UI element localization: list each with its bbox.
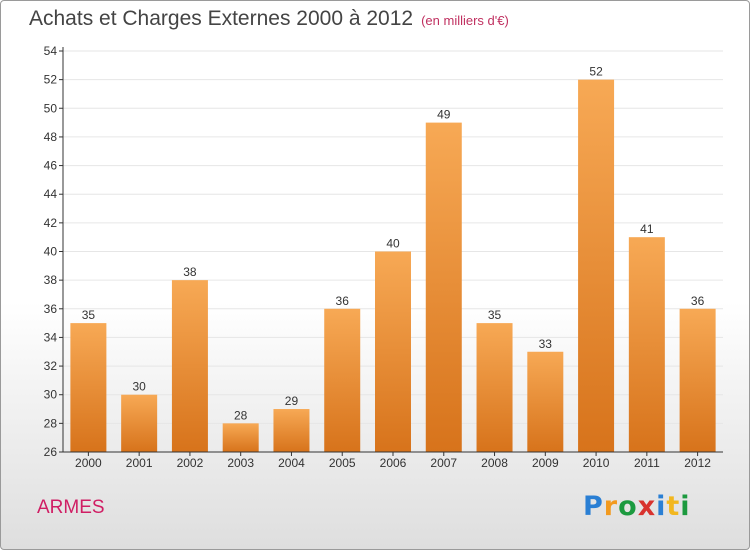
bar-2000 <box>70 323 107 452</box>
value-label: 30 <box>132 380 146 394</box>
x-tick-label: 2011 <box>634 456 660 470</box>
y-tick-label: 30 <box>44 388 58 402</box>
x-tick-label: 2001 <box>126 456 153 470</box>
logo-letter: P <box>583 491 604 522</box>
y-tick-label: 44 <box>44 187 58 201</box>
x-tick-label: 2003 <box>227 456 254 470</box>
y-tick-label: 38 <box>44 273 58 287</box>
chart-title-text: Achats et Charges Externes 2000 à 2012 <box>29 7 414 30</box>
value-label: 28 <box>234 408 248 422</box>
logo-letter: o <box>618 491 638 522</box>
bar-2008 <box>476 323 513 452</box>
value-label: 40 <box>386 237 400 251</box>
value-label: 35 <box>82 308 96 322</box>
value-labels: 35 30 38 28 29 36 40 49 35 33 52 41 36 <box>82 65 705 423</box>
y-tick-label: 26 <box>44 445 58 459</box>
y-tick-label: 40 <box>44 245 58 259</box>
x-tick-label: 2004 <box>278 456 305 470</box>
commune-name: ARMES <box>37 497 105 518</box>
value-label: 35 <box>488 308 502 322</box>
logo-letter: x <box>637 491 657 522</box>
bar-2005 <box>324 308 361 452</box>
bar-2012 <box>679 308 716 452</box>
value-label: 52 <box>589 65 603 79</box>
bar-2004 <box>273 409 310 452</box>
bar-2006 <box>375 251 411 452</box>
x-tick-label: 2000 <box>75 456 102 470</box>
x-tick-label: 2008 <box>481 456 508 470</box>
chart-subtitle: (en milliers d'€) <box>421 13 509 28</box>
y-tick-label: 42 <box>44 216 58 230</box>
y-tick-label: 32 <box>44 359 58 373</box>
bar-2007 <box>425 122 462 452</box>
y-tick-label: 46 <box>44 159 58 173</box>
x-tick-label: 2006 <box>380 456 407 470</box>
y-tick-label: 50 <box>44 101 58 115</box>
proxiti-logo: Proxiti <box>583 491 691 522</box>
x-tick-label: 2002 <box>177 456 204 470</box>
bar-2003 <box>222 423 259 452</box>
logo-letter: i <box>680 491 691 522</box>
bar-2009 <box>527 351 564 452</box>
x-tick-label: 2012 <box>684 456 711 470</box>
x-tick-label: 2009 <box>532 456 559 470</box>
x-tick-label: 2005 <box>329 456 356 470</box>
value-label: 29 <box>285 394 299 408</box>
y-tick-label: 34 <box>44 330 58 344</box>
bar-2002 <box>171 280 208 452</box>
value-label: 36 <box>691 294 705 308</box>
bars <box>70 79 716 453</box>
chart-title: Achats et Charges Externes 2000 à 2012 (e… <box>29 7 509 31</box>
y-tick-label: 48 <box>44 130 58 144</box>
value-label: 33 <box>539 337 553 351</box>
bar-2010 <box>578 79 615 453</box>
value-label: 49 <box>437 108 451 122</box>
logo-letter: i <box>656 491 667 522</box>
bar-2001 <box>121 394 158 452</box>
value-label: 38 <box>183 265 197 279</box>
y-tick-label: 52 <box>44 73 58 87</box>
logo-letter: t <box>666 491 681 522</box>
axes: 26 28 30 32 34 36 38 40 42 44 46 48 50 52 54 2000 2001 20… <box>44 44 723 470</box>
y-tick-label: 36 <box>44 302 58 316</box>
value-label: 36 <box>336 294 350 308</box>
bar-2011 <box>628 237 665 452</box>
y-tick-label: 54 <box>44 44 58 58</box>
logo-letter: r <box>603 491 619 522</box>
value-label: 41 <box>640 222 654 236</box>
x-tick-label: 2010 <box>583 456 610 470</box>
y-tick-label: 28 <box>44 416 58 430</box>
x-tick-label: 2007 <box>430 456 457 470</box>
